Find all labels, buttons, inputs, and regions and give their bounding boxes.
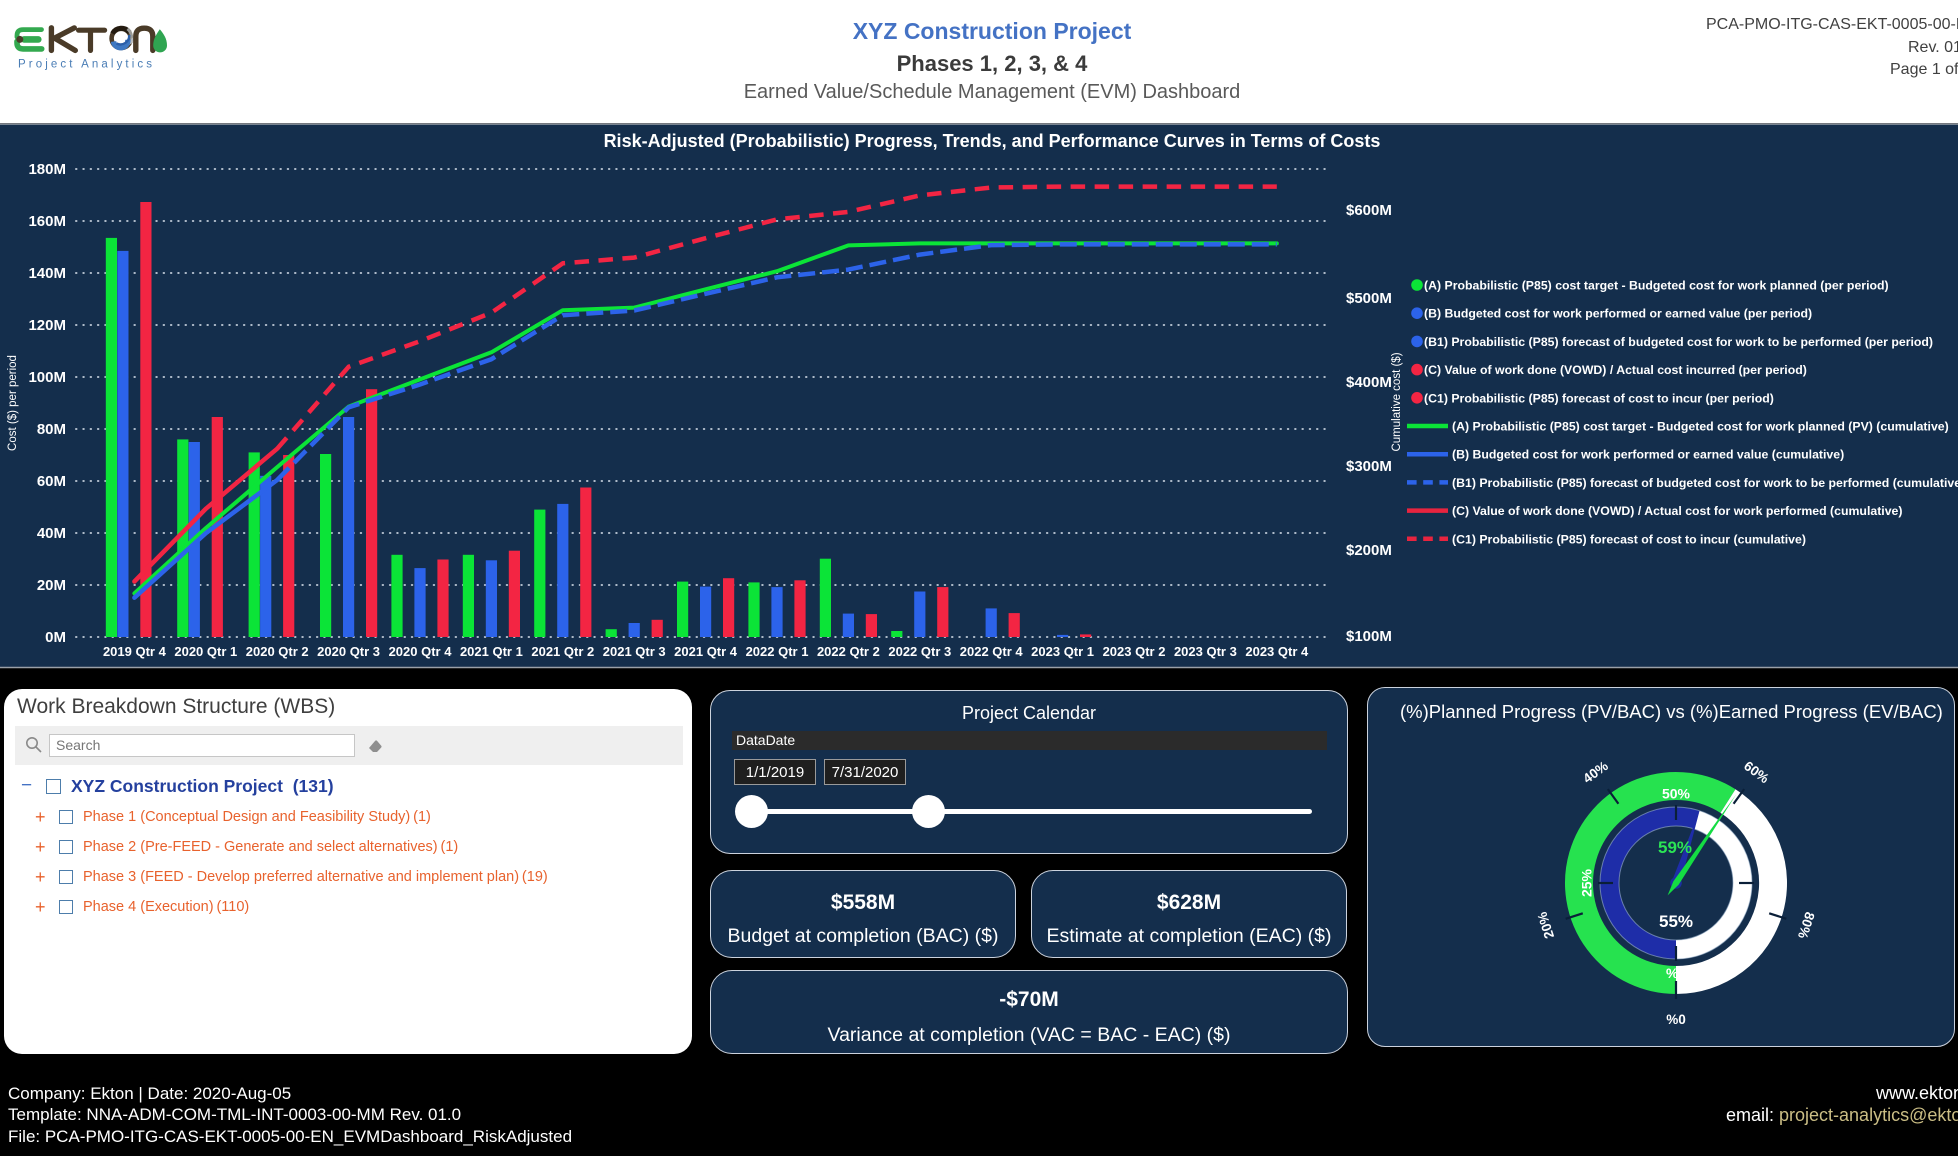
svg-text:Project Analytics: Project Analytics (18, 59, 155, 71)
svg-text:0M: 0M (45, 629, 66, 646)
svg-text:25%: 25% (1579, 868, 1595, 897)
svg-text:2021 Qtr 4: 2021 Qtr 4 (674, 644, 738, 659)
svg-text:160M: 160M (28, 213, 66, 230)
svg-text:60%: 60% (1741, 758, 1772, 786)
svg-text:40%: 40% (1580, 758, 1611, 786)
svg-text:2022 Qtr 3: 2022 Qtr 3 (888, 644, 951, 659)
svg-text:2022 Qtr 2: 2022 Qtr 2 (817, 644, 880, 659)
svg-text:(A) Probabilistic (P85) cost t: (A) Probabilistic (P85) cost target - Bu… (1424, 279, 1889, 293)
svg-text:2019 Qtr 4: 2019 Qtr 4 (103, 644, 167, 659)
svg-text:2023 Qtr 2: 2023 Qtr 2 (1103, 644, 1166, 659)
svg-text:(C1) Probabilistic (P85) forec: (C1) Probabilistic (P85) forecast of cos… (1424, 391, 1774, 405)
svg-text:(B1) Probabilistic (P85) forec: (B1) Probabilistic (P85) forecast of bud… (1424, 335, 1933, 349)
svg-text:2022 Qtr 1: 2022 Qtr 1 (746, 644, 809, 659)
svg-text:$100M: $100M (1346, 628, 1392, 645)
svg-text:2020 Qtr 2: 2020 Qtr 2 (246, 644, 309, 659)
svg-text:59%: 59% (1658, 838, 1692, 857)
svg-text:2020 Qtr 4: 2020 Qtr 4 (389, 644, 453, 659)
svg-text:120M: 120M (28, 317, 66, 334)
svg-text:2023 Qtr 1: 2023 Qtr 1 (1031, 644, 1094, 659)
svg-text:60M: 60M (37, 473, 66, 490)
svg-text:40M: 40M (37, 525, 66, 542)
svg-text:20M: 20M (37, 577, 66, 594)
svg-text:55%: 55% (1659, 912, 1693, 931)
svg-text:$600M: $600M (1346, 202, 1392, 219)
svg-text:(B) Budgeted cost for work per: (B) Budgeted cost for work performed or … (1424, 307, 1812, 321)
svg-text:(B1) Probabilistic (P85) forec: (B1) Probabilistic (P85) forecast of bud… (1452, 476, 1958, 490)
svg-text:$200M: $200M (1346, 542, 1392, 559)
svg-text:(C1) Probabilistic (P85) forec: (C1) Probabilistic (P85) forecast of cos… (1452, 532, 1806, 546)
svg-text:100M: 100M (28, 369, 66, 386)
svg-text:(A) Probabilistic (P85) cost t: (A) Probabilistic (P85) cost target - Bu… (1452, 420, 1949, 434)
svg-text:50%: 50% (1662, 786, 1691, 802)
svg-text:2023 Qtr 4: 2023 Qtr 4 (1245, 644, 1309, 659)
svg-text:2021 Qtr 2: 2021 Qtr 2 (531, 644, 594, 659)
svg-text:$400M: $400M (1346, 374, 1392, 391)
svg-text:2020 Qtr 3: 2020 Qtr 3 (317, 644, 380, 659)
svg-text:0%: 0% (1666, 1011, 1686, 1026)
svg-text:2022 Qtr 4: 2022 Qtr 4 (960, 644, 1024, 659)
svg-text:Cost ($) per period: Cost ($) per period (7, 355, 19, 451)
svg-text:75%: 75% (1757, 869, 1773, 898)
svg-text:180M: 180M (28, 161, 66, 178)
svg-text:2021 Qtr 3: 2021 Qtr 3 (603, 644, 666, 659)
svg-text:2023 Qtr 3: 2023 Qtr 3 (1174, 644, 1237, 659)
svg-text:Risk-Adjusted (Probabilistic): Risk-Adjusted (Probabilistic) Progress, … (604, 131, 1381, 151)
svg-text:80%: 80% (1795, 910, 1818, 940)
svg-text:(C) Value of work done (VOWD): (C) Value of work done (VOWD) / Actual c… (1452, 504, 1902, 518)
svg-text:2021 Qtr 1: 2021 Qtr 1 (460, 644, 523, 659)
svg-text:2020 Qtr 1: 2020 Qtr 1 (174, 644, 237, 659)
svg-text:Cumulative cost ($): Cumulative cost ($) (1391, 352, 1403, 451)
svg-text:140M: 140M (28, 265, 66, 282)
svg-text:$500M: $500M (1346, 290, 1392, 307)
svg-text:(C) Value of work done (VOWD): (C) Value of work done (VOWD) / Actual c… (1424, 363, 1807, 377)
svg-text:20%: 20% (1534, 910, 1557, 940)
svg-text:$300M: $300M (1346, 458, 1392, 475)
svg-text:(B) Budgeted cost for work per: (B) Budgeted cost for work performed or … (1452, 448, 1844, 462)
svg-text:0%: 0% (1665, 965, 1686, 981)
svg-text:80M: 80M (37, 421, 66, 438)
